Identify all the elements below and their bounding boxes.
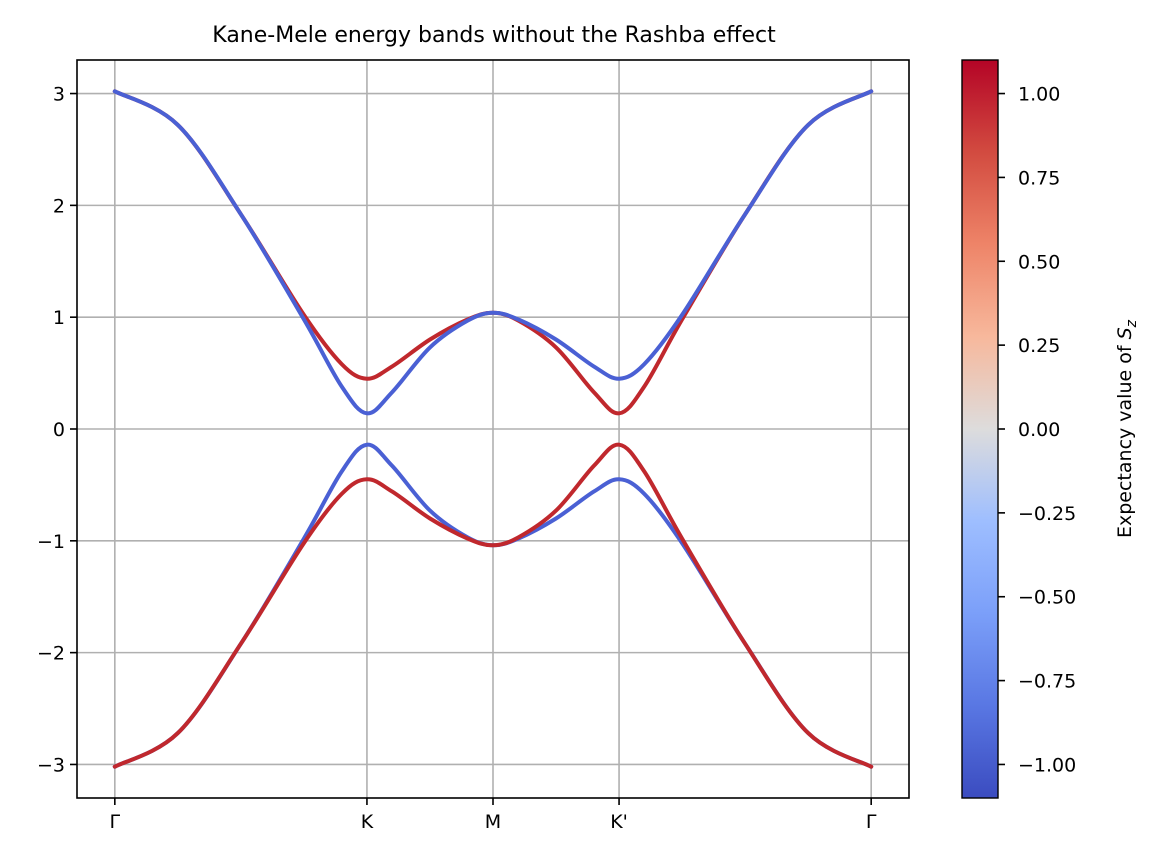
x-tick-label: K' (610, 811, 628, 833)
colorbar-tick-label: −0.25 (1018, 503, 1076, 525)
colorbar-label-subscript: z (1124, 319, 1140, 328)
y-tick-label: −1 (37, 531, 65, 553)
x-tick-label: M (485, 811, 501, 833)
chart-title: Kane-Mele energy bands without the Rashb… (212, 23, 776, 48)
grid-lines (77, 60, 909, 798)
colorbar-tick-label: −0.75 (1018, 671, 1076, 693)
colorbar-tick-label: 1.00 (1018, 84, 1060, 106)
colorbar-tick-label: 0.50 (1018, 251, 1060, 273)
colorbar (961, 59, 999, 799)
y-axis-ticks: 3 2 1 0 −1 −2 −3 (37, 84, 77, 776)
energy-band-line (112, 442, 874, 769)
colorbar-tick-label: 0.00 (1018, 419, 1060, 441)
y-tick-label: −2 (37, 643, 65, 665)
y-tick-label: 3 (53, 84, 65, 106)
energy-bands (112, 89, 874, 769)
y-tick-label: −3 (37, 754, 65, 776)
x-axis-ticks: Γ K M K' Γ (110, 798, 877, 833)
colorbar-tick-label: 0.75 (1018, 167, 1060, 189)
colorbar-ticks: 1.00 0.75 0.50 0.25 0.00 −0.25 −0.50 −0.75 −1.00 (998, 84, 1076, 776)
y-tick-label: 2 (53, 195, 65, 217)
colorbar-tick-label: −1.00 (1018, 754, 1076, 776)
colorbar-label-prefix: Expectancy value of (1114, 339, 1136, 538)
energy-band-line (112, 89, 874, 416)
colorbar-tick-label: −0.50 (1018, 587, 1076, 609)
x-tick-label: Γ (110, 811, 121, 833)
y-tick-label: 1 (53, 307, 65, 329)
colorbar-label: Expectancy value of Sz (1114, 319, 1140, 538)
y-tick-label: 0 (53, 419, 65, 441)
colorbar-label-symbol: S (1114, 327, 1136, 339)
x-tick-label: Γ (866, 811, 877, 833)
x-tick-label: K (361, 811, 374, 833)
colorbar-tick-label: 0.25 (1018, 335, 1060, 357)
